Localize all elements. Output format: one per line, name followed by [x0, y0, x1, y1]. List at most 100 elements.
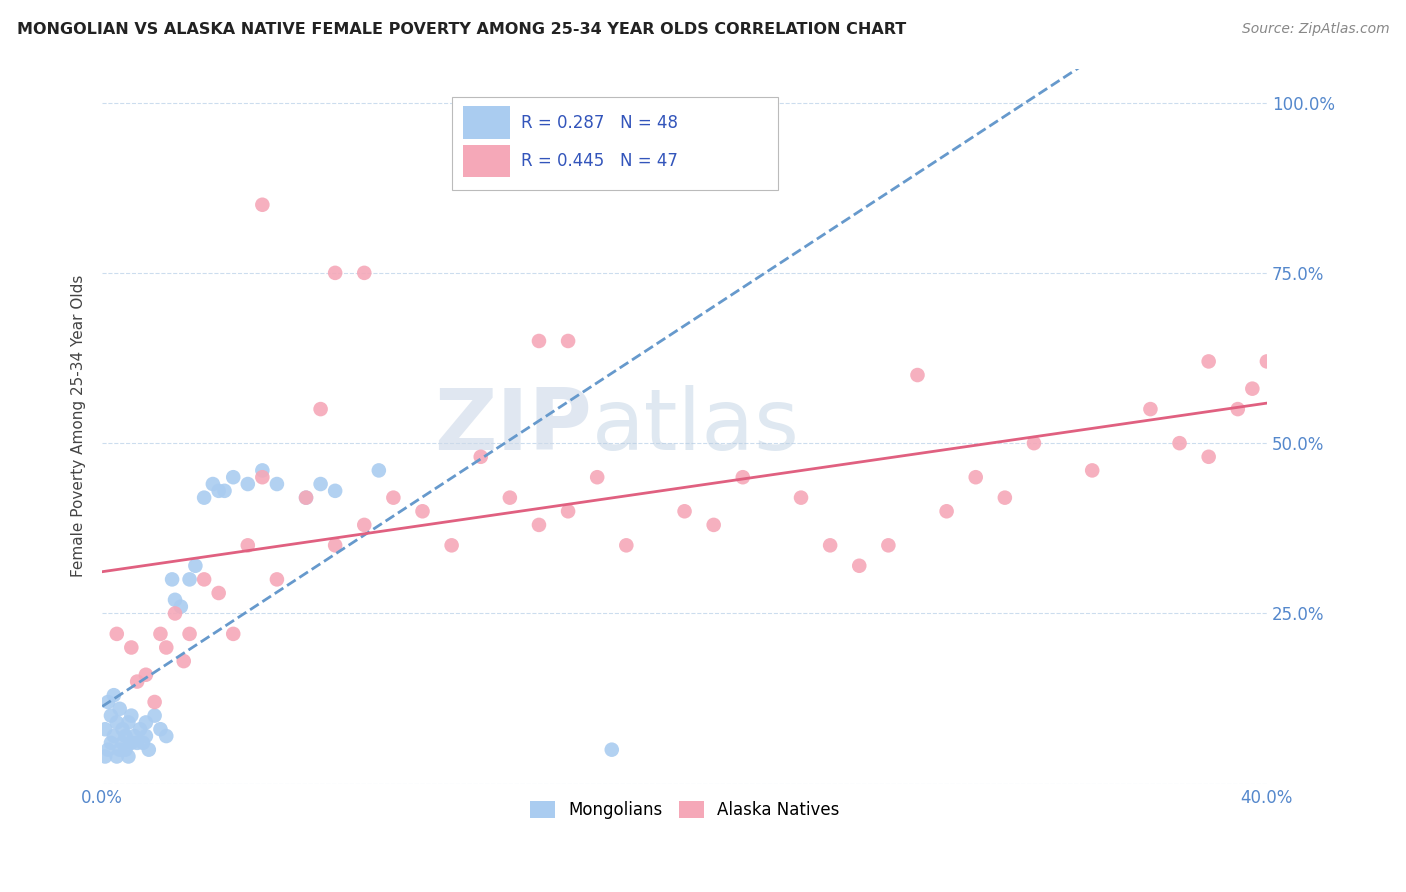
- Y-axis label: Female Poverty Among 25-34 Year Olds: Female Poverty Among 25-34 Year Olds: [72, 275, 86, 577]
- Legend: Mongolians, Alaska Natives: Mongolians, Alaska Natives: [523, 794, 846, 825]
- Point: [179, 573, 201, 587]
- Text: MONGOLIAN VS ALASKA NATIVE FEMALE POVERTY AMONG 25-34 YEAR OLDS CORRELATION CHAR: MONGOLIAN VS ALASKA NATIVE FEMALE POVERT…: [17, 22, 905, 37]
- Point: [208, 483, 231, 498]
- Point: [252, 470, 274, 484]
- Point: [440, 538, 463, 552]
- Point: [94, 749, 117, 764]
- Point: [108, 742, 131, 756]
- Point: [127, 736, 149, 750]
- Bar: [463, 106, 510, 138]
- Point: [160, 573, 183, 587]
- Point: [149, 723, 172, 737]
- Text: R = 0.287   N = 48: R = 0.287 N = 48: [522, 114, 679, 132]
- Point: [353, 266, 375, 280]
- Point: [266, 573, 288, 587]
- Point: [557, 334, 579, 348]
- Point: [143, 695, 166, 709]
- Point: [135, 729, 157, 743]
- Point: [1241, 382, 1264, 396]
- Text: ZIP: ZIP: [433, 384, 592, 467]
- Point: [1081, 463, 1104, 477]
- Point: [309, 477, 332, 491]
- Bar: [463, 145, 510, 178]
- Point: [323, 483, 346, 498]
- Point: [105, 627, 128, 641]
- Point: [1198, 450, 1220, 464]
- Point: [382, 491, 405, 505]
- Point: [170, 599, 193, 614]
- Point: [111, 736, 134, 750]
- Point: [252, 463, 274, 477]
- Point: [149, 627, 172, 641]
- Point: [965, 470, 987, 484]
- Point: [614, 538, 637, 552]
- Point: [367, 463, 389, 477]
- Point: [163, 607, 186, 621]
- Point: [138, 742, 160, 756]
- Point: [236, 477, 259, 491]
- Point: [184, 558, 207, 573]
- Point: [1022, 436, 1045, 450]
- Point: [100, 736, 122, 750]
- Bar: [451, 97, 778, 190]
- Point: [353, 517, 375, 532]
- Point: [1168, 436, 1191, 450]
- Point: [1256, 354, 1278, 368]
- Point: [222, 627, 245, 641]
- Point: [935, 504, 957, 518]
- Point: [470, 450, 492, 464]
- Point: [703, 517, 725, 532]
- Text: R = 0.445   N = 47: R = 0.445 N = 47: [522, 153, 678, 170]
- Point: [790, 491, 813, 505]
- Point: [323, 538, 346, 552]
- Point: [105, 715, 128, 730]
- Point: [527, 334, 550, 348]
- Point: [103, 729, 125, 743]
- Point: [103, 688, 125, 702]
- Point: [309, 402, 332, 417]
- Point: [97, 742, 120, 756]
- Point: [1226, 402, 1249, 417]
- Point: [117, 749, 139, 764]
- Point: [155, 640, 177, 655]
- Point: [120, 736, 142, 750]
- Point: [127, 674, 149, 689]
- Point: [135, 667, 157, 681]
- Point: [266, 477, 288, 491]
- Point: [120, 708, 142, 723]
- Point: [179, 627, 201, 641]
- Point: [499, 491, 522, 505]
- Point: [135, 715, 157, 730]
- Point: [114, 729, 136, 743]
- Point: [111, 723, 134, 737]
- Point: [557, 504, 579, 518]
- Point: [673, 504, 696, 518]
- Point: [527, 517, 550, 532]
- Point: [600, 742, 623, 756]
- Point: [129, 723, 152, 737]
- Point: [1139, 402, 1161, 417]
- Point: [108, 702, 131, 716]
- Point: [117, 715, 139, 730]
- Point: [143, 708, 166, 723]
- Point: [193, 573, 215, 587]
- Point: [586, 470, 609, 484]
- Point: [114, 742, 136, 756]
- Point: [163, 592, 186, 607]
- Point: [193, 491, 215, 505]
- Point: [818, 538, 841, 552]
- Point: [907, 368, 929, 382]
- Point: [295, 491, 318, 505]
- Point: [323, 266, 346, 280]
- Point: [295, 491, 318, 505]
- Point: [105, 749, 128, 764]
- Point: [877, 538, 900, 552]
- Point: [994, 491, 1017, 505]
- Point: [222, 470, 245, 484]
- Point: [173, 654, 195, 668]
- Point: [122, 729, 145, 743]
- Point: [731, 470, 754, 484]
- Point: [411, 504, 433, 518]
- Point: [208, 586, 231, 600]
- Point: [94, 723, 117, 737]
